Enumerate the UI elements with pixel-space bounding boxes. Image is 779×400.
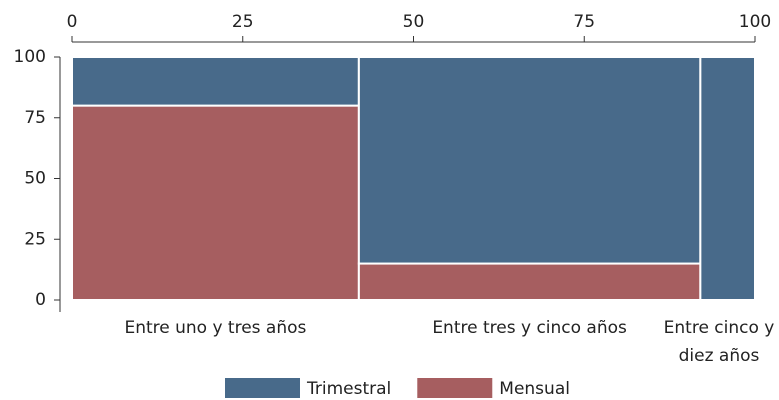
legend-swatch <box>225 378 300 398</box>
legend-swatch <box>417 378 493 398</box>
x-tick-label: 100 <box>739 12 771 32</box>
y-tick-label: 0 <box>35 290 46 310</box>
mosaic-cell <box>357 262 702 301</box>
legend-label: Trimestral <box>306 379 391 399</box>
y-tick-label: 75 <box>24 108 46 128</box>
mosaic-cell <box>71 104 360 301</box>
x-tick-label: 50 <box>403 12 425 32</box>
y-tick-label: 100 <box>14 47 46 67</box>
x-tick-label: 75 <box>573 12 595 32</box>
x-tick-label: 0 <box>67 12 78 32</box>
mosaic-cell <box>357 56 702 265</box>
x-category-label: Entre tres y cinco años <box>432 318 627 338</box>
y-tick-label: 25 <box>24 229 46 249</box>
mosaic-cell <box>71 56 360 107</box>
x-category-label: Entre cinco y diez años <box>664 318 775 366</box>
x-tick-label: 25 <box>232 12 254 32</box>
x-category-label: Entre uno y tres años <box>124 318 306 338</box>
legend-label: Mensual <box>499 379 570 399</box>
y-tick-label: 50 <box>24 169 46 189</box>
mosaic-cell <box>699 56 756 301</box>
